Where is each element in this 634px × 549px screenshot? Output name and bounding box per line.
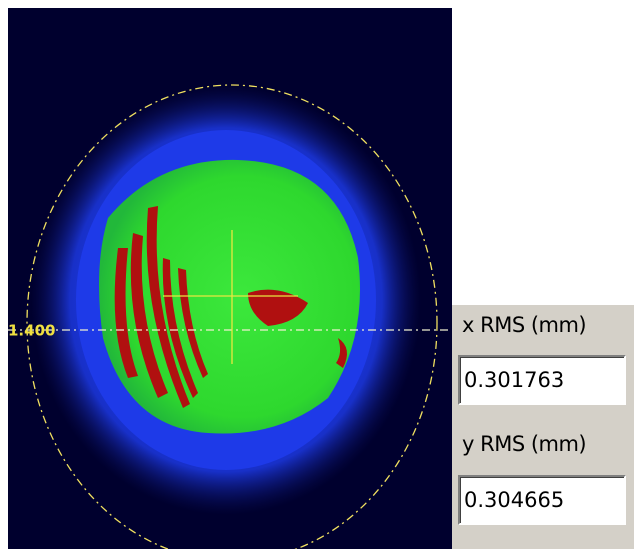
rms-panel: x RMS (mm) 0.301763 y RMS (mm) 0.304665 bbox=[452, 305, 634, 549]
marker-label: 1.400 bbox=[8, 322, 55, 340]
y-rms-field: 0.304665 bbox=[458, 475, 626, 525]
y-rms-label: y RMS (mm) bbox=[462, 432, 586, 456]
beam-profile-view: 1.400 bbox=[8, 8, 452, 549]
x-rms-label: x RMS (mm) bbox=[462, 313, 586, 337]
window: 1.400 x RMS (mm) 0.301763 y RMS (mm) 0.3… bbox=[0, 0, 634, 549]
x-rms-field: 0.301763 bbox=[458, 355, 626, 405]
